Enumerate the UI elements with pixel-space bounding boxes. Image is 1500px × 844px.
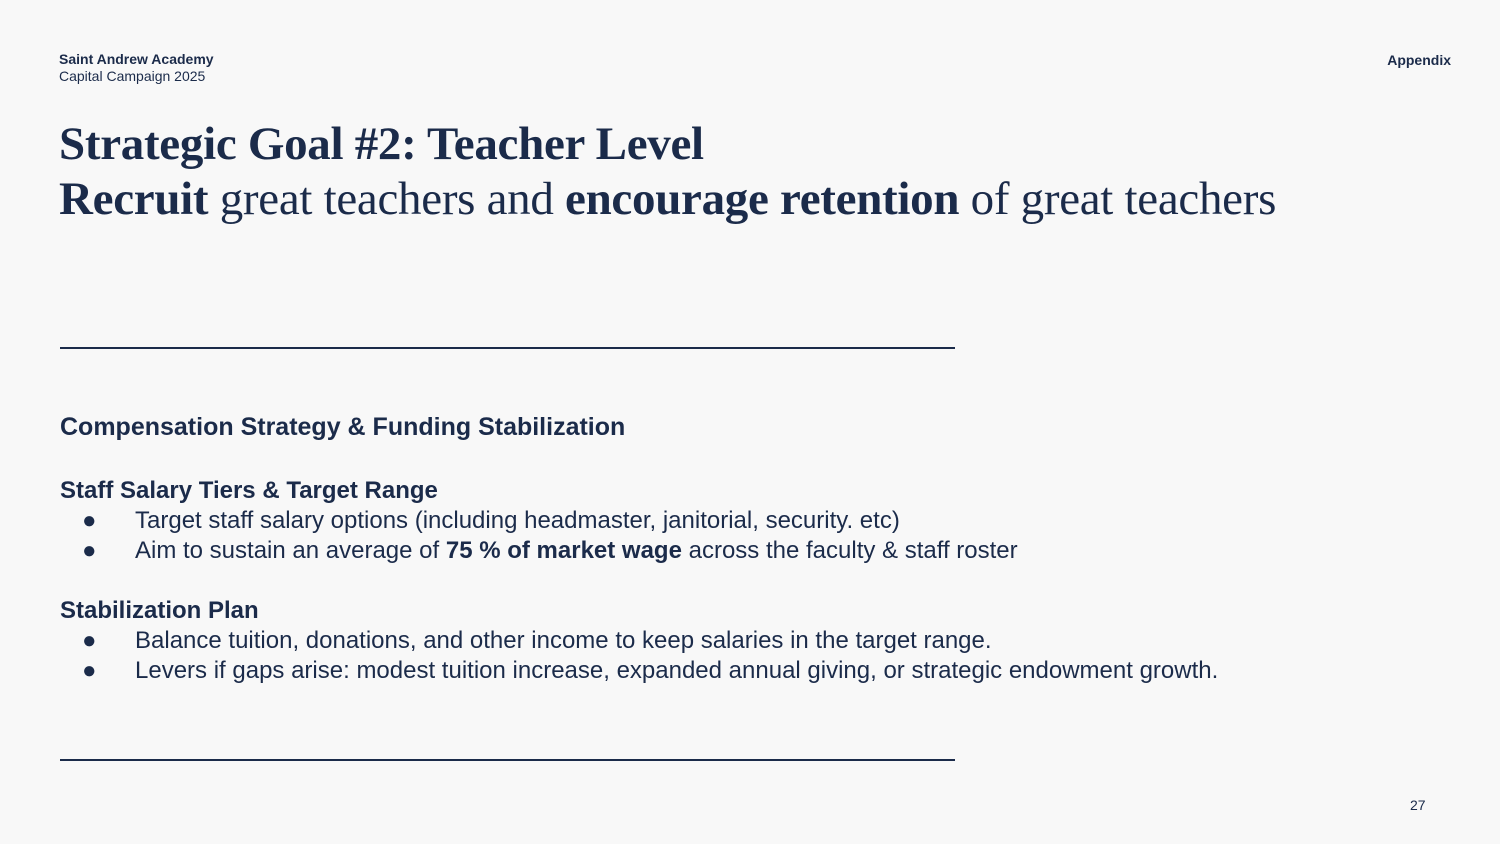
bullet-list-salary-tiers: ● Target staff salary options (including…	[60, 506, 1440, 566]
slide-subtitle: Recruit great teachers and encourage ret…	[59, 172, 1276, 226]
bullet-text-emphasis: 75 % of market wage	[445, 537, 682, 564]
org-name: Saint Andrew Academy	[59, 51, 214, 67]
section-title-salary-tiers: Staff Salary Tiers & Target Range	[60, 477, 438, 504]
subtitle-emphasis-recruit: Recruit	[59, 173, 209, 225]
subtitle-text-1: great teachers and	[208, 173, 566, 225]
bullet-text-pre: Aim to sustain an average of	[135, 537, 446, 564]
divider-top	[60, 347, 955, 349]
bullet-text: Levers if gaps arise: modest tuition inc…	[135, 657, 1219, 684]
bullet-text-post: across the faculty & staff roster	[681, 537, 1018, 564]
divider-bottom	[60, 759, 955, 761]
bullet-text: Target staff salary options (including h…	[135, 507, 900, 534]
org-block: Saint Andrew Academy Capital Campaign 20…	[59, 51, 214, 85]
bullet-icon: ●	[82, 507, 97, 534]
page-number: 27	[1410, 797, 1426, 813]
bullet-icon: ●	[82, 627, 97, 654]
bullet-icon: ●	[82, 537, 97, 564]
list-item: ● Balance tuition, donations, and other …	[60, 626, 1440, 656]
section-title-stabilization: Stabilization Plan	[60, 597, 259, 624]
section-label: Appendix	[1387, 52, 1451, 68]
list-item: ● Levers if gaps arise: modest tuition i…	[60, 656, 1440, 686]
subtitle-text-2: of great teachers	[959, 173, 1277, 225]
list-item: ● Target staff salary options (including…	[60, 506, 1440, 536]
list-item: ● Aim to sustain an average of 75 % of m…	[60, 536, 1440, 566]
bullet-list-stabilization: ● Balance tuition, donations, and other …	[60, 626, 1440, 686]
bullet-text: Balance tuition, donations, and other in…	[135, 627, 992, 654]
org-subtitle: Capital Campaign 2025	[59, 68, 206, 84]
slide-title: Strategic Goal #2: Teacher Level	[59, 118, 704, 170]
bullet-icon: ●	[82, 657, 97, 684]
subtitle-emphasis-retention: encourage retention	[565, 173, 960, 225]
content-heading: Compensation Strategy & Funding Stabiliz…	[60, 413, 626, 441]
content-body: Compensation Strategy & Funding Stabiliz…	[60, 410, 1440, 716]
